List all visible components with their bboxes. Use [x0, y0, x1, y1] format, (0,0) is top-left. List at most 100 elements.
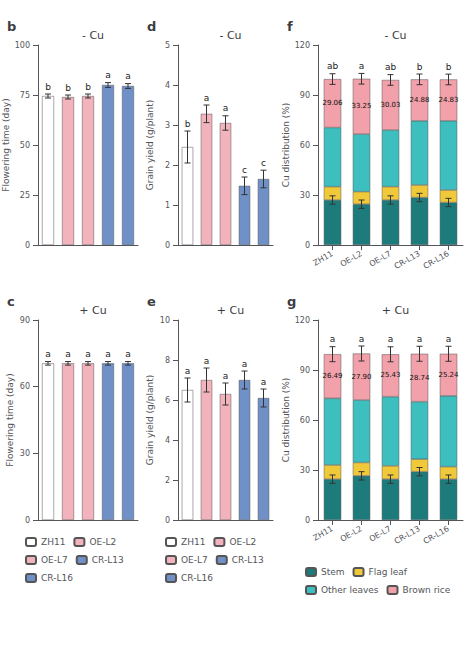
svg-text:OE-L7: OE-L7 — [368, 524, 393, 544]
svg-text:a: a — [45, 349, 51, 359]
svg-text:a: a — [359, 61, 365, 71]
svg-text:90: 90 — [300, 366, 310, 375]
svg-text:2: 2 — [165, 161, 170, 170]
svg-text:e: e — [147, 294, 156, 309]
svg-text:Flag leaf: Flag leaf — [369, 567, 408, 577]
svg-text:b: b — [65, 83, 71, 93]
svg-text:a: a — [125, 71, 131, 81]
svg-text:1: 1 — [165, 201, 170, 210]
svg-text:a: a — [261, 377, 267, 387]
svg-text:a: a — [185, 366, 191, 376]
svg-text:30: 30 — [300, 191, 310, 200]
svg-text:- Cu: - Cu — [384, 29, 406, 42]
svg-text:Other leaves: Other leaves — [321, 585, 379, 595]
svg-text:90: 90 — [20, 316, 30, 325]
svg-text:OE-L7: OE-L7 — [368, 249, 393, 269]
svg-text:8: 8 — [165, 356, 170, 365]
svg-text:CR-L13: CR-L13 — [393, 249, 422, 271]
svg-text:ZH11: ZH11 — [312, 249, 335, 268]
svg-text:50: 50 — [20, 141, 30, 150]
svg-text:Grain yield (g/plant): Grain yield (g/plant) — [145, 375, 155, 465]
svg-text:a: a — [105, 70, 111, 80]
svg-text:a: a — [105, 349, 111, 359]
svg-text:a: a — [417, 334, 423, 344]
svg-text:OE-L2: OE-L2 — [229, 537, 256, 547]
svg-text:60: 60 — [300, 141, 310, 150]
svg-text:OE-L2: OE-L2 — [89, 537, 116, 547]
svg-text:60: 60 — [20, 382, 30, 391]
svg-text:g: g — [287, 294, 296, 309]
svg-text:CR-L16: CR-L16 — [181, 573, 213, 583]
svg-text:CR-L13: CR-L13 — [232, 555, 264, 565]
svg-text:d: d — [147, 19, 156, 34]
svg-text:27.90: 27.90 — [351, 373, 371, 381]
svg-text:a: a — [85, 349, 91, 359]
svg-text:b: b — [446, 62, 452, 72]
svg-text:f: f — [287, 19, 293, 34]
svg-text:60: 60 — [300, 416, 310, 425]
svg-text:33.25: 33.25 — [351, 102, 371, 110]
svg-text:26.49: 26.49 — [322, 372, 342, 380]
svg-text:ab: ab — [385, 62, 397, 72]
svg-text:a: a — [204, 356, 210, 366]
svg-text:+ Cu: + Cu — [217, 304, 244, 317]
svg-text:25.24: 25.24 — [438, 371, 459, 379]
svg-text:a: a — [223, 371, 229, 381]
svg-text:0: 0 — [25, 241, 30, 250]
svg-text:Grain yield (g/plant): Grain yield (g/plant) — [145, 100, 155, 190]
svg-text:30.03: 30.03 — [380, 101, 400, 109]
svg-text:2: 2 — [165, 476, 170, 485]
svg-text:ZH11: ZH11 — [41, 537, 65, 547]
svg-text:Cu distribution (%): Cu distribution (%) — [281, 103, 291, 188]
svg-text:b: b — [7, 19, 16, 34]
svg-text:a: a — [359, 334, 365, 344]
svg-text:a: a — [125, 349, 131, 359]
svg-text:24.88: 24.88 — [409, 96, 429, 104]
svg-text:5: 5 — [165, 41, 170, 50]
svg-text:30: 30 — [300, 466, 310, 475]
svg-text:c: c — [7, 294, 15, 309]
svg-text:0: 0 — [305, 516, 310, 525]
svg-text:b: b — [185, 119, 191, 129]
svg-text:CR-L16: CR-L16 — [41, 573, 73, 583]
svg-text:100: 100 — [15, 41, 30, 50]
svg-text:CR-L13: CR-L13 — [92, 555, 124, 565]
svg-text:90: 90 — [300, 91, 310, 100]
svg-text:30: 30 — [20, 449, 30, 458]
svg-text:ab: ab — [327, 61, 339, 71]
svg-text:CR-L13: CR-L13 — [393, 524, 422, 546]
svg-text:120: 120 — [295, 41, 310, 50]
svg-text:25: 25 — [20, 191, 30, 200]
svg-text:Flowering time (day): Flowering time (day) — [5, 373, 15, 466]
svg-text:Stem: Stem — [321, 567, 345, 577]
svg-text:CR-L16: CR-L16 — [422, 524, 451, 546]
svg-text:a: a — [446, 334, 452, 344]
svg-text:0: 0 — [165, 241, 170, 250]
svg-text:c: c — [261, 158, 266, 168]
svg-text:Cu distribution (%): Cu distribution (%) — [281, 378, 291, 463]
svg-text:c: c — [242, 165, 247, 175]
svg-text:OE-L2: OE-L2 — [339, 249, 364, 269]
svg-text:75: 75 — [20, 91, 30, 100]
svg-text:OE-L7: OE-L7 — [41, 555, 68, 565]
svg-text:4: 4 — [165, 436, 170, 445]
svg-text:CR-L16: CR-L16 — [422, 249, 451, 271]
svg-text:a: a — [242, 359, 248, 369]
svg-text:b: b — [85, 82, 91, 92]
svg-text:3: 3 — [165, 121, 170, 130]
svg-text:4: 4 — [165, 81, 170, 90]
svg-text:a: a — [204, 93, 210, 103]
svg-text:OE-L7: OE-L7 — [181, 555, 208, 565]
svg-text:Brown rice: Brown rice — [403, 585, 451, 595]
svg-text:+ Cu: + Cu — [79, 304, 106, 317]
svg-text:0: 0 — [305, 241, 310, 250]
svg-text:Flowering time (day): Flowering time (day) — [1, 98, 11, 191]
svg-text:a: a — [330, 334, 336, 344]
svg-text:+ Cu: + Cu — [382, 304, 409, 317]
svg-text:25.43: 25.43 — [380, 371, 400, 379]
svg-text:29.06: 29.06 — [322, 99, 343, 107]
svg-text:a: a — [388, 334, 394, 344]
svg-text:OE-L2: OE-L2 — [339, 524, 364, 544]
svg-text:120: 120 — [295, 316, 310, 325]
svg-text:- Cu: - Cu — [82, 29, 104, 42]
